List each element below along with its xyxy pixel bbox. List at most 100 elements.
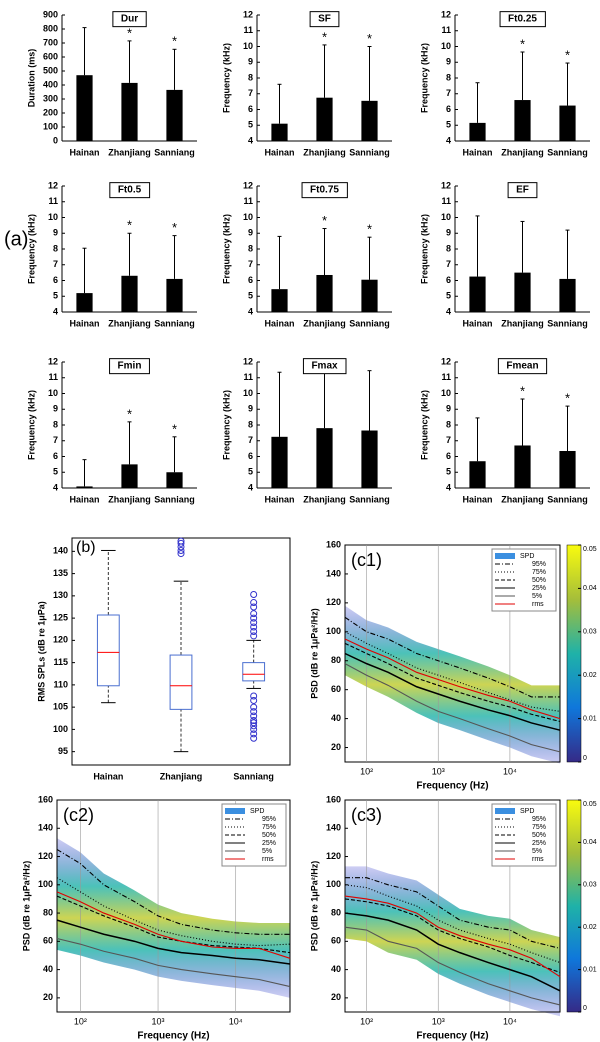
bar xyxy=(271,289,288,312)
significance-marker: * xyxy=(565,391,570,406)
x-tick-label: 10² xyxy=(360,1016,373,1026)
colorbar-tick-label: 0 xyxy=(583,1005,587,1012)
bar xyxy=(316,97,333,141)
y-tick-label: 11 xyxy=(48,372,58,382)
y-tick-label: 140 xyxy=(326,823,341,833)
outlier xyxy=(250,610,258,618)
significance-marker: * xyxy=(127,218,132,233)
y-tick-label: 4 xyxy=(248,306,253,316)
legend-label: 95% xyxy=(532,561,546,568)
bar xyxy=(514,272,531,312)
significance-marker: * xyxy=(172,421,177,436)
y-tick-label: 120 xyxy=(38,851,53,861)
box xyxy=(169,654,193,710)
y-tick-label: 12 xyxy=(243,356,253,366)
y-tick-label: 12 xyxy=(243,180,253,190)
y-tick-label: 200 xyxy=(43,107,58,117)
legend-label: 25% xyxy=(532,840,546,847)
outlier xyxy=(250,599,258,607)
outlier xyxy=(250,696,258,704)
x-tick-label: Hainan xyxy=(69,494,99,504)
y-axis-label: Duration (ms) xyxy=(26,49,36,108)
legend-label: 25% xyxy=(532,585,546,592)
x-tick-label: 10² xyxy=(360,766,373,776)
y-tick-label: 9 xyxy=(248,57,253,67)
outlier xyxy=(250,716,258,724)
bar xyxy=(121,275,138,312)
outlier xyxy=(250,632,258,640)
plot-frame xyxy=(56,799,291,1013)
legend-label: rms xyxy=(532,856,544,863)
y-tick-label: 12 xyxy=(48,180,58,190)
significance-marker: * xyxy=(367,31,372,46)
y-tick-label: 160 xyxy=(326,794,341,804)
y-tick-label: 11 xyxy=(441,196,451,206)
y-tick-label: 40 xyxy=(43,964,53,974)
y-tick-label: 9 xyxy=(248,228,253,238)
percentile-line xyxy=(56,848,290,935)
chart-title: Fmean xyxy=(506,361,538,372)
title-box xyxy=(497,358,548,375)
x-tick-label: 10³ xyxy=(432,1016,445,1026)
y-tick-label: 100 xyxy=(38,879,53,889)
x-tick-label: 10³ xyxy=(152,1016,165,1026)
y-tick-label: 12 xyxy=(441,356,451,366)
title-box xyxy=(302,358,347,375)
x-tick-label: Hainan xyxy=(264,147,294,157)
legend-label: SPD xyxy=(250,808,264,815)
y-tick-label: 110 xyxy=(53,679,68,689)
y-axis-label: PSD (dB re 1μPa²/Hz) xyxy=(21,861,31,952)
y-tick-label: 20 xyxy=(331,742,341,752)
y-tick-label: 40 xyxy=(331,964,341,974)
y-tick-label: 60 xyxy=(331,684,341,694)
chart-title: Dur xyxy=(121,14,138,25)
y-tick-label: 7 xyxy=(248,88,253,98)
percentile-line xyxy=(345,877,561,949)
outlier xyxy=(250,725,258,733)
outlier xyxy=(250,708,258,716)
title-box xyxy=(309,11,340,28)
x-tick-label: Hainan xyxy=(93,771,123,781)
y-tick-label: 9 xyxy=(53,228,58,238)
percentile-line xyxy=(56,895,291,954)
chart-title: (b) xyxy=(76,539,96,556)
bar xyxy=(514,100,531,141)
x-tick-label: Hainan xyxy=(264,494,294,504)
bar xyxy=(469,276,486,312)
y-axis-label: PSD (dB re 1μPa²/Hz) xyxy=(309,608,319,699)
y-tick-label: 12 xyxy=(441,9,451,19)
chart-title: Fmax xyxy=(311,361,338,372)
y-tick-label: 20 xyxy=(43,992,53,1002)
y-tick-label: 7 xyxy=(446,259,451,269)
outlier xyxy=(177,539,185,547)
significance-marker: * xyxy=(172,220,177,235)
outlier xyxy=(250,719,258,727)
y-tick-label: 11 xyxy=(48,196,58,206)
outlier xyxy=(250,603,258,611)
outlier xyxy=(177,537,185,545)
y-tick-label: 6 xyxy=(446,451,451,461)
chart-title: EF xyxy=(516,185,529,196)
y-tick-label: 700 xyxy=(43,37,58,47)
y-tick-label: 8 xyxy=(248,419,253,429)
x-tick-label: 10⁴ xyxy=(229,1016,243,1026)
y-axis-label: Frequency (kHz) xyxy=(221,214,231,284)
chart-title: (c2) xyxy=(63,805,94,825)
y-tick-label: 4 xyxy=(446,306,451,316)
colorbar-tick-label: 0.03 xyxy=(583,882,597,889)
bar xyxy=(271,123,288,141)
y-tick-label: 5 xyxy=(248,291,253,301)
y-axis-label: Frequency (kHz) xyxy=(419,214,429,284)
bar xyxy=(559,450,576,488)
y-tick-label: 80 xyxy=(331,655,341,665)
colorbar-tick-label: 0.04 xyxy=(583,585,597,592)
colorbar-tick-label: 0.04 xyxy=(583,839,597,846)
x-tick-label: Zhanjiang xyxy=(303,147,346,157)
y-tick-label: 12 xyxy=(48,356,58,366)
y-tick-label: 20 xyxy=(331,992,341,1002)
y-tick-label: 60 xyxy=(331,936,341,946)
y-tick-label: 140 xyxy=(53,546,68,556)
percentile-line xyxy=(344,616,560,698)
y-axis-label: Frequency (kHz) xyxy=(221,43,231,113)
y-tick-label: 400 xyxy=(43,79,58,89)
